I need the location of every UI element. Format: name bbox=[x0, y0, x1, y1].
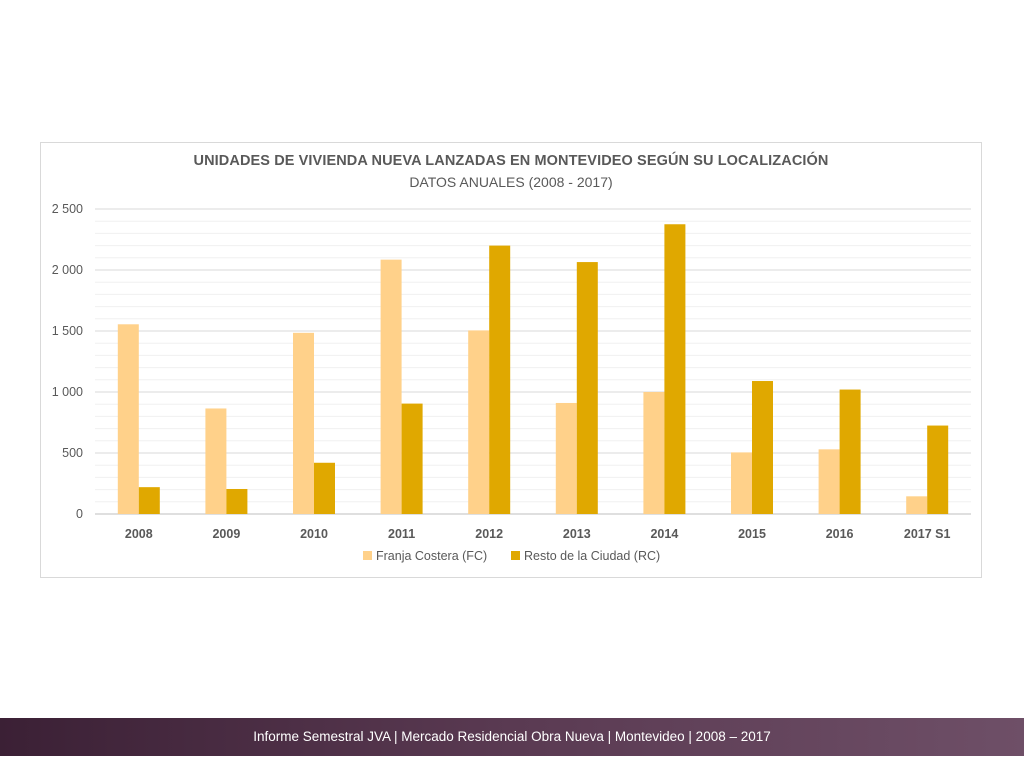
y-tick-label: 0 bbox=[76, 507, 83, 521]
bar-fc bbox=[731, 452, 752, 514]
x-tick-label: 2013 bbox=[563, 527, 591, 541]
y-tick-label: 2 500 bbox=[52, 202, 83, 216]
bar-rc bbox=[664, 224, 686, 514]
bar-fc bbox=[906, 496, 928, 514]
legend-swatch bbox=[511, 551, 520, 560]
legend-swatch bbox=[363, 551, 372, 560]
x-tick-label: 2017 S1 bbox=[904, 527, 951, 541]
chart-container: UNIDADES DE VIVIENDA NUEVA LANZADAS EN M… bbox=[40, 142, 982, 578]
legend-label: Franja Costera (FC) bbox=[376, 549, 487, 563]
chart-title: UNIDADES DE VIVIENDA NUEVA LANZADAS EN M… bbox=[193, 153, 829, 169]
bar-rc bbox=[752, 381, 773, 514]
y-tick-label: 2 000 bbox=[52, 263, 83, 277]
x-tick-label: 2014 bbox=[650, 527, 678, 541]
bar-fc bbox=[643, 392, 665, 514]
bar-rc bbox=[314, 462, 335, 514]
chart-subtitle: DATOS ANUALES (2008 - 2017) bbox=[409, 174, 613, 190]
y-tick-label: 500 bbox=[62, 446, 83, 460]
x-tick-label: 2008 bbox=[125, 527, 153, 541]
bar-fc bbox=[293, 332, 314, 514]
bar-fc bbox=[117, 324, 139, 514]
bar-rc bbox=[489, 245, 511, 514]
bar-fc bbox=[555, 402, 577, 514]
bar-fc bbox=[380, 259, 402, 514]
y-tick-label: 1 000 bbox=[52, 385, 83, 399]
bar-rc bbox=[839, 389, 861, 514]
bar-fc bbox=[468, 330, 490, 514]
bar-rc bbox=[138, 487, 160, 514]
y-tick-label: 1 500 bbox=[52, 324, 83, 338]
footer-bar: Informe Semestral JVA | Mercado Residenc… bbox=[0, 718, 1024, 756]
x-tick-label: 2016 bbox=[826, 527, 854, 541]
bar-rc bbox=[576, 262, 598, 514]
bar-fc bbox=[818, 449, 840, 514]
bar-chart: 0 500 1 000 1 500 2 000 2 500 2008 2009 2010 2011… bbox=[52, 202, 971, 563]
x-tick-label: 2009 bbox=[212, 527, 240, 541]
x-tick-label: 2015 bbox=[738, 527, 766, 541]
x-tick-label: 2012 bbox=[475, 527, 503, 541]
bar-rc bbox=[401, 403, 423, 514]
bar-fc bbox=[205, 408, 227, 514]
x-tick-label: 2011 bbox=[388, 527, 415, 541]
bar-rc bbox=[927, 425, 949, 514]
legend-label: Resto de la Ciudad (RC) bbox=[524, 549, 660, 563]
x-tick-label: 2010 bbox=[300, 527, 328, 541]
footer-text: Informe Semestral JVA | Mercado Residenc… bbox=[253, 729, 771, 744]
bar-rc bbox=[226, 488, 248, 514]
